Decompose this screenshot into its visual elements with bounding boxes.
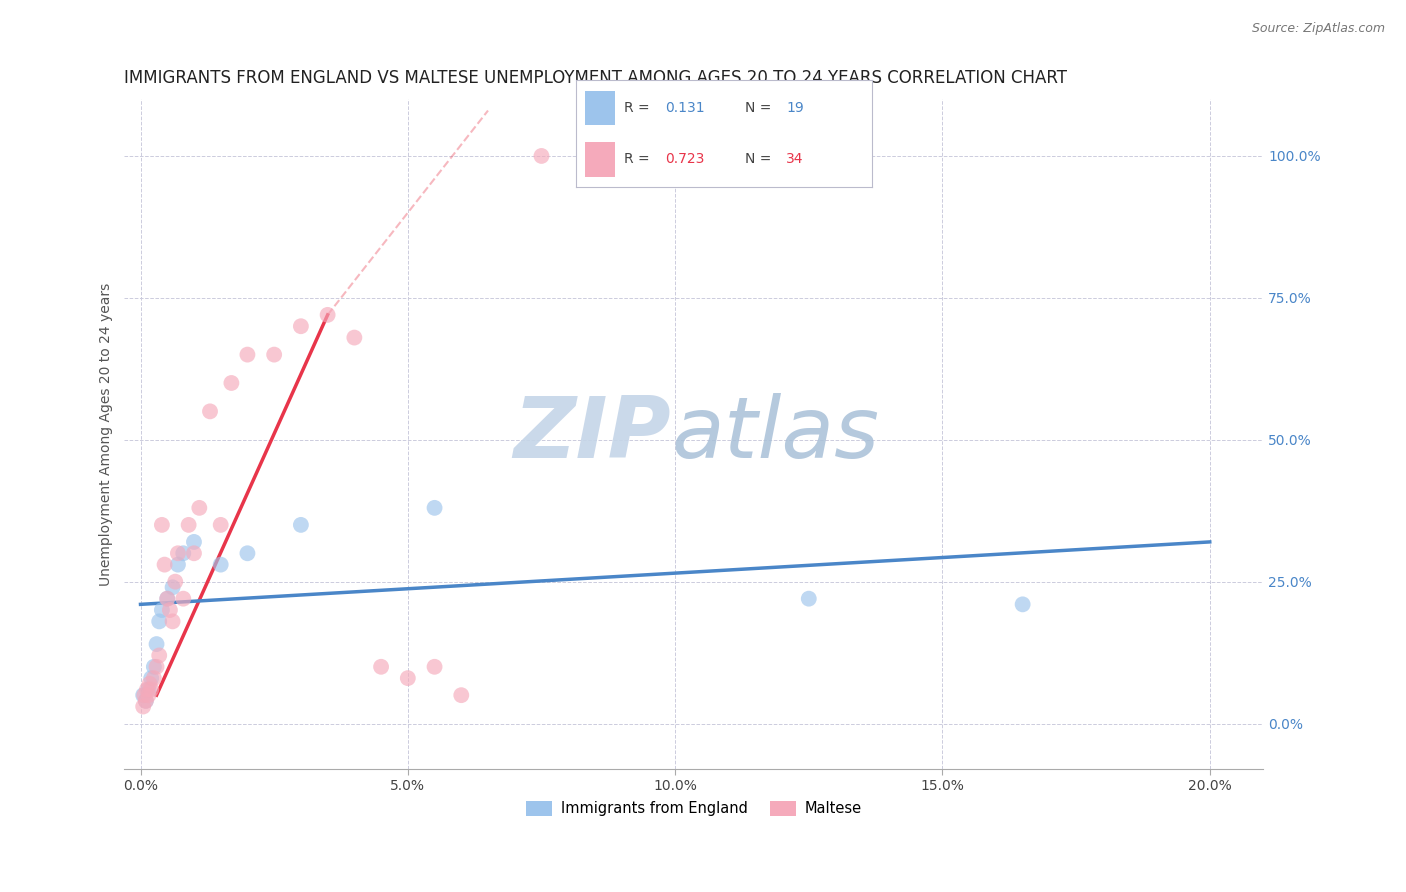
Point	[236, 546, 259, 560]
Text: IMMIGRANTS FROM ENGLAND VS MALTESE UNEMPLOYMENT AMONG AGES 20 TO 24 YEARS CORREL: IMMIGRANTS FROM ENGLAND VS MALTESE UNEMP…	[125, 69, 1067, 87]
Text: 34: 34	[786, 153, 804, 167]
Point	[145, 660, 167, 674]
Point	[343, 330, 366, 344]
Text: 0.723: 0.723	[665, 153, 704, 167]
Point	[167, 546, 190, 560]
Point	[162, 615, 184, 629]
Point	[165, 574, 187, 589]
Point	[156, 591, 179, 606]
Point	[797, 591, 820, 606]
Point	[138, 688, 160, 702]
Point	[148, 615, 170, 629]
Point	[450, 688, 472, 702]
Text: 19: 19	[786, 101, 804, 115]
Point	[153, 558, 176, 572]
Text: ZIP: ZIP	[513, 392, 671, 475]
Point	[370, 660, 392, 674]
Point	[177, 517, 200, 532]
Text: N =: N =	[745, 101, 770, 115]
Point	[316, 308, 339, 322]
Point	[290, 319, 312, 334]
Point	[423, 500, 446, 515]
Point	[150, 603, 173, 617]
Text: N =: N =	[745, 153, 770, 167]
Point	[162, 580, 184, 594]
Point	[138, 677, 160, 691]
Point	[167, 558, 190, 572]
Point	[135, 694, 157, 708]
FancyBboxPatch shape	[585, 143, 614, 177]
Point	[142, 660, 165, 674]
Point	[221, 376, 243, 390]
Point	[396, 671, 419, 685]
Point	[141, 682, 163, 697]
Point	[135, 694, 157, 708]
Text: 0.131: 0.131	[665, 101, 704, 115]
Point	[132, 699, 155, 714]
Point	[142, 671, 165, 685]
Point	[172, 591, 194, 606]
Point	[134, 688, 156, 702]
Text: Source: ZipAtlas.com: Source: ZipAtlas.com	[1251, 22, 1385, 36]
Text: atlas: atlas	[671, 392, 879, 475]
Legend: Immigrants from England, Maltese: Immigrants from England, Maltese	[520, 795, 868, 822]
Point	[159, 603, 181, 617]
Point	[156, 591, 179, 606]
Point	[263, 348, 285, 362]
Point	[138, 682, 160, 697]
Point	[423, 660, 446, 674]
Point	[209, 558, 232, 572]
Point	[132, 688, 155, 702]
Text: R =: R =	[624, 101, 650, 115]
Point	[183, 546, 205, 560]
Point	[188, 500, 211, 515]
Point	[148, 648, 170, 663]
Point	[530, 149, 553, 163]
Point	[135, 682, 157, 697]
Point	[172, 546, 194, 560]
Point	[150, 517, 173, 532]
Point	[1011, 598, 1033, 612]
Point	[183, 535, 205, 549]
Point	[141, 671, 163, 685]
Point	[198, 404, 221, 418]
Point	[290, 517, 312, 532]
Y-axis label: Unemployment Among Ages 20 to 24 years: Unemployment Among Ages 20 to 24 years	[100, 283, 114, 586]
FancyBboxPatch shape	[585, 91, 614, 125]
Text: R =: R =	[624, 153, 650, 167]
Point	[236, 348, 259, 362]
Point	[209, 517, 232, 532]
Point	[145, 637, 167, 651]
